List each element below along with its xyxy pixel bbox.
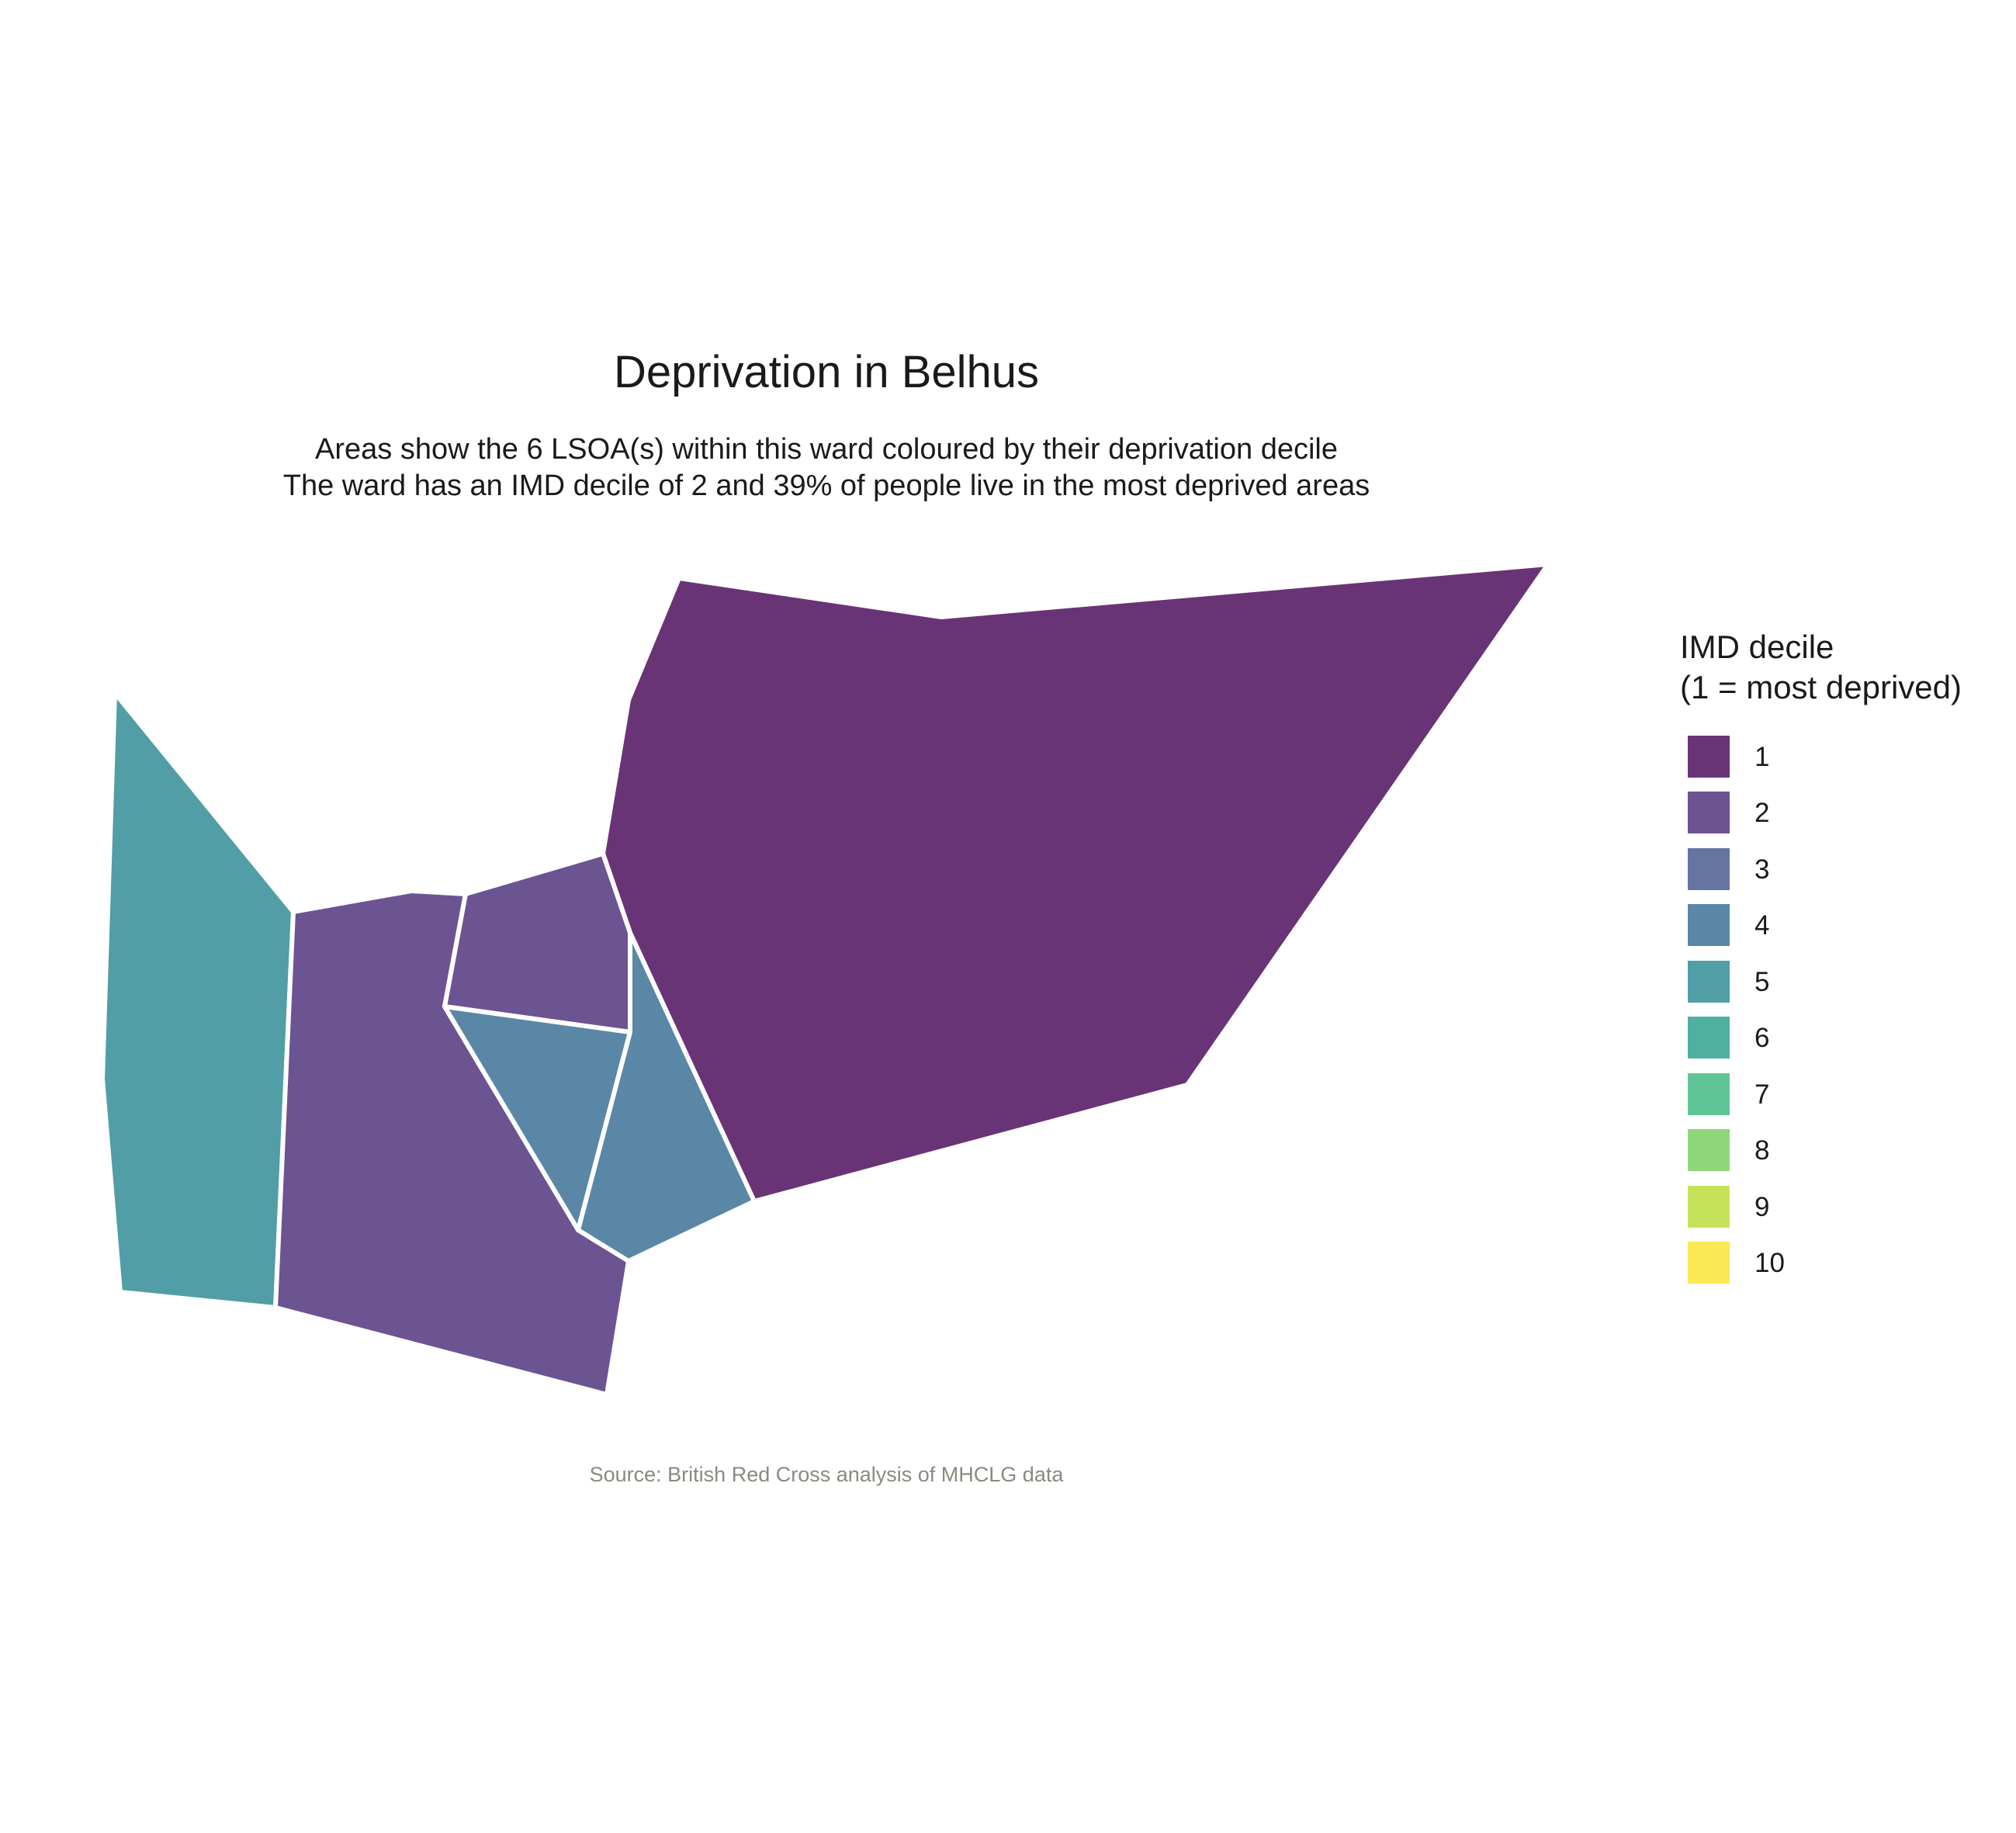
legend-label-9: 9 [1754,1192,1770,1222]
legend-item-7: 7 [1688,1073,1843,1115]
legend-item-1: 1 [1688,736,1843,778]
legend-label-1: 1 [1754,742,1770,772]
legend-item-5: 5 [1688,961,1843,1003]
legend-label-3: 3 [1754,854,1770,885]
legend-title-line2: (1 = most deprived) [1680,669,1962,705]
source-caption: Source: British Red Cross analysis of MH… [589,1463,1064,1486]
legend-swatch-4 [1688,904,1730,946]
legend-swatch-9 [1688,1186,1730,1228]
legend-swatch-5 [1688,961,1730,1003]
legend-item-3: 3 [1688,848,1843,890]
legend-item-9: 9 [1688,1186,1843,1228]
legend-swatch-2 [1688,792,1730,833]
chart-title: Deprivation in Belhus [613,347,1040,397]
legend-label-8: 8 [1754,1135,1770,1166]
legend-item-2: 2 [1688,792,1843,833]
legend-label-10: 10 [1754,1248,1785,1278]
legend-label-6: 6 [1754,1023,1770,1053]
legend-item-4: 4 [1688,904,1843,946]
lsoa-central-north [442,851,632,1034]
legend-item-8: 8 [1688,1129,1843,1171]
legend-label-4: 4 [1754,910,1770,941]
legend-swatch-10 [1688,1242,1730,1284]
chart-subtitle-line2: The ward has an IMD decile of 2 and 39% … [282,470,1370,502]
legend-swatch-8 [1688,1129,1730,1171]
legend-swatch-3 [1688,848,1730,890]
legend-item-6: 6 [1688,1017,1843,1059]
lsoa-west [100,691,296,1310]
lsoa-south-east [576,930,757,1263]
legend-title: IMD decile (1 = most deprived) [1680,627,1962,708]
legend-label-7: 7 [1754,1079,1770,1110]
legend-label-5: 5 [1754,967,1770,997]
legend-label-2: 2 [1754,798,1770,828]
chart-subtitle-line1: Areas show the 6 LSOA(s) within this war… [315,433,1338,466]
legend-item-10: 10 [1688,1242,1843,1284]
legend-swatch-7 [1688,1073,1730,1115]
legend-swatch-6 [1688,1017,1730,1059]
lsoa-north-east [601,562,1550,1204]
legend-title-line1: IMD decile [1680,629,1834,665]
legend-swatch-1 [1688,736,1730,778]
